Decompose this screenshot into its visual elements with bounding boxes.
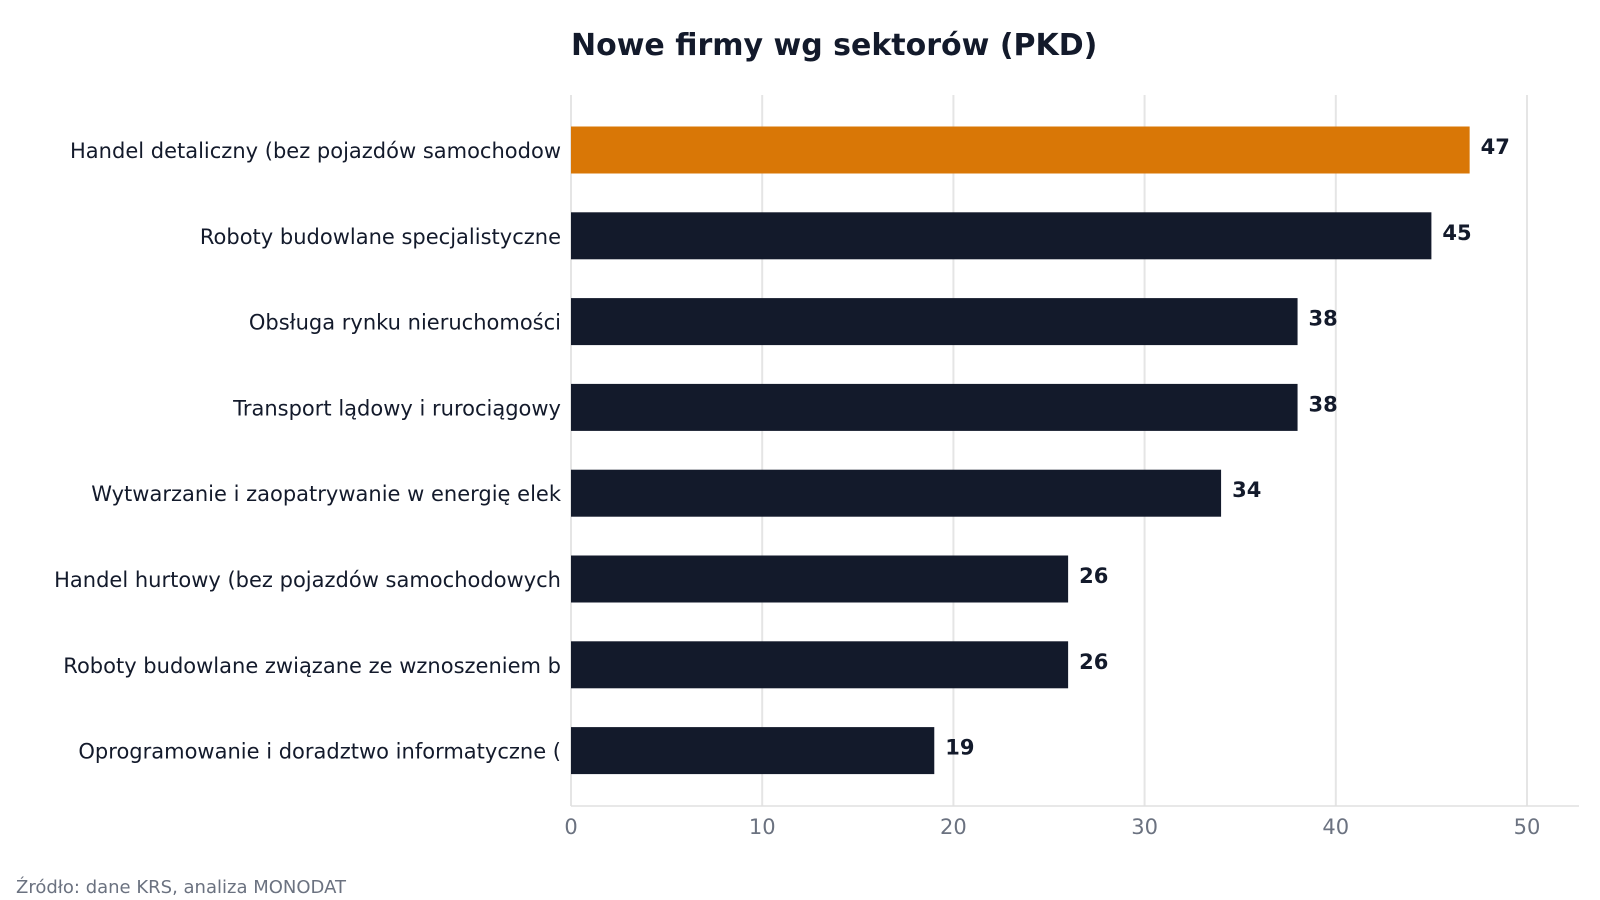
x-tick-label: 0 [564, 815, 577, 839]
x-axis: 0 10 20 30 40 50 [564, 805, 1579, 839]
value-label: 34 [1232, 478, 1261, 502]
bar [571, 126, 1470, 174]
category-label: Oprogramowanie i doradztwo informatyczne… [78, 740, 561, 764]
category-label: Handel detaliczny (bez pojazdów samochod… [70, 139, 561, 163]
x-tick-label: 10 [749, 815, 776, 839]
bar [571, 555, 1069, 603]
bar [571, 212, 1432, 260]
category-label: Obsługa rynku nieruchomości [249, 311, 561, 335]
value-label: 47 [1481, 135, 1510, 159]
x-tick-label: 30 [1131, 815, 1158, 839]
x-tick-label: 50 [1514, 815, 1541, 839]
value-label: 26 [1079, 564, 1108, 588]
category-label: Roboty budowlane specjalistyczne [200, 225, 561, 249]
value-label: 19 [945, 736, 974, 760]
category-labels: Handel detaliczny (bez pojazdów samochod… [54, 139, 562, 764]
category-label: Handel hurtowy (bez pojazdów samochodowy… [54, 568, 561, 592]
chart-title: Nowe firmy wg sektorów (PKD) [571, 28, 1097, 63]
category-label: Wytwarzanie i zaopatrywanie w energię el… [91, 482, 562, 506]
x-tick-label: 40 [1322, 815, 1349, 839]
bar [571, 298, 1298, 346]
x-tick-label: 20 [940, 815, 967, 839]
bar [571, 641, 1069, 689]
category-label: Transport lądowy i rurociągowy [232, 396, 561, 420]
bar [571, 469, 1222, 517]
source-note: Źródło: dane KRS, analiza MONODAT [16, 876, 347, 898]
bar [571, 383, 1298, 431]
value-label: 38 [1309, 307, 1338, 331]
category-label: Roboty budowlane związane ze wznoszeniem… [63, 654, 561, 678]
value-label: 38 [1309, 392, 1338, 416]
value-label: 45 [1442, 221, 1471, 245]
bar [571, 727, 935, 775]
bars [571, 126, 1470, 775]
grid-lines [570, 95, 1528, 806]
value-label: 26 [1079, 650, 1108, 674]
value-labels: 47 45 38 38 34 26 26 19 [945, 135, 1510, 760]
